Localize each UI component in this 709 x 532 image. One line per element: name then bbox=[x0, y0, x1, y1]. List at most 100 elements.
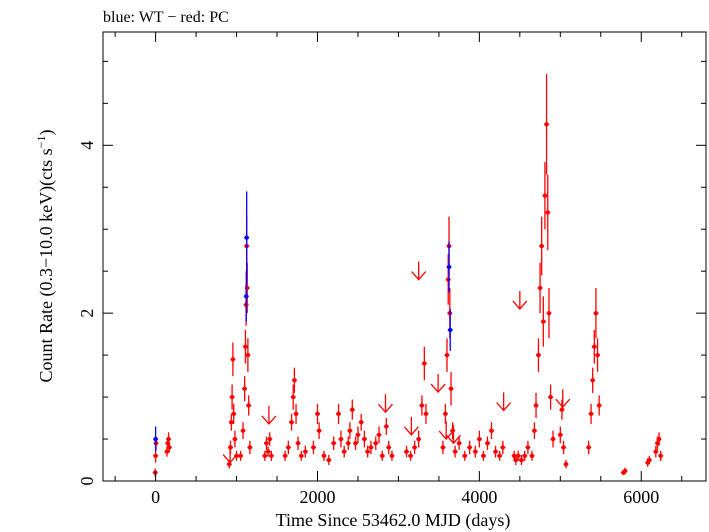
upper-limits bbox=[222, 261, 571, 464]
y-axis-label-sup: −1 bbox=[34, 136, 48, 149]
data-point bbox=[376, 432, 382, 438]
data-point bbox=[477, 436, 482, 442]
data-point bbox=[595, 352, 600, 358]
data-point bbox=[558, 432, 563, 438]
data-point bbox=[244, 294, 249, 299]
data-point bbox=[358, 420, 364, 425]
data-point bbox=[550, 436, 556, 442]
data-point bbox=[231, 411, 236, 417]
data-point bbox=[353, 441, 358, 446]
data-point bbox=[229, 394, 235, 400]
data-point bbox=[303, 449, 308, 454]
data-point bbox=[588, 411, 594, 417]
data-point bbox=[347, 428, 353, 433]
data-point bbox=[265, 449, 271, 454]
y-tick-label: 2 bbox=[77, 309, 97, 318]
data-point bbox=[243, 344, 248, 349]
data-point bbox=[446, 277, 451, 282]
data-point bbox=[489, 428, 494, 433]
data-point bbox=[545, 210, 550, 215]
data-point bbox=[419, 403, 425, 408]
data-point bbox=[473, 449, 478, 454]
data-point bbox=[293, 411, 299, 417]
y-tick-label: 4 bbox=[77, 141, 97, 150]
data-point bbox=[561, 445, 566, 450]
x-tick-label: 0 bbox=[151, 487, 160, 507]
data-point bbox=[658, 453, 663, 459]
data-point bbox=[525, 445, 531, 450]
data-point bbox=[365, 449, 370, 454]
data-point bbox=[485, 441, 490, 446]
data-point bbox=[586, 445, 591, 450]
data-point bbox=[362, 436, 367, 442]
data-point bbox=[238, 453, 243, 459]
upper-limit-arrow bbox=[411, 261, 427, 281]
data-point bbox=[467, 445, 472, 450]
upper-limit-arrow bbox=[377, 394, 393, 414]
data-point bbox=[500, 445, 506, 450]
data-point bbox=[592, 344, 597, 349]
y-axis-label-main: Count Rate (0.3−10.0 keV)(cts s bbox=[36, 148, 57, 382]
data-point bbox=[326, 457, 332, 463]
data-point bbox=[452, 449, 458, 454]
data-point bbox=[653, 449, 659, 454]
data-point bbox=[656, 436, 662, 442]
data-point bbox=[537, 285, 543, 291]
data-point bbox=[153, 453, 158, 459]
data-point bbox=[295, 441, 301, 446]
x-tick-label: 6000 bbox=[623, 487, 659, 507]
data-point bbox=[481, 453, 486, 459]
data-point bbox=[311, 445, 316, 450]
data-point bbox=[232, 436, 238, 442]
data-point bbox=[529, 453, 535, 459]
data-point bbox=[647, 457, 652, 463]
series-wt bbox=[153, 191, 453, 452]
data-point bbox=[519, 457, 524, 463]
data-point bbox=[516, 453, 521, 459]
data-point bbox=[386, 445, 391, 450]
data-point bbox=[342, 449, 347, 454]
data-point bbox=[497, 453, 502, 459]
data-point bbox=[292, 378, 297, 383]
upper-limit-arrow bbox=[403, 416, 419, 436]
y-axis-label-tail: ) bbox=[36, 130, 57, 136]
data-point bbox=[299, 453, 304, 459]
data-point bbox=[269, 453, 274, 459]
data-point bbox=[230, 357, 236, 362]
data-point bbox=[408, 453, 413, 459]
data-point bbox=[315, 411, 320, 417]
upper-limit-arrow bbox=[512, 290, 528, 310]
data-point bbox=[282, 453, 288, 459]
data-point bbox=[167, 445, 172, 450]
data-point bbox=[539, 243, 544, 249]
data-point bbox=[493, 449, 498, 454]
axis-ticks: 0 2000 4000 6000 0 2 4 bbox=[77, 32, 706, 507]
data-point bbox=[563, 462, 569, 467]
data-point bbox=[546, 310, 552, 316]
data-point bbox=[590, 378, 595, 383]
x-tick-label: 2000 bbox=[299, 487, 335, 507]
upper-limit-arrow bbox=[222, 444, 238, 464]
data-point bbox=[316, 428, 322, 433]
data-point bbox=[596, 403, 602, 408]
series-pc bbox=[152, 73, 664, 477]
data-point bbox=[245, 352, 251, 358]
data-point bbox=[536, 352, 541, 358]
data-point bbox=[166, 436, 171, 442]
data-point bbox=[153, 436, 158, 442]
data-point bbox=[542, 193, 548, 198]
data-point bbox=[336, 411, 341, 417]
y-axis-label: Count Rate (0.3−10.0 keV)(cts s−1) bbox=[34, 130, 57, 383]
upper-limit-arrow bbox=[555, 389, 571, 409]
data-point bbox=[331, 441, 336, 446]
data-point bbox=[532, 428, 537, 433]
upper-limit-arrow bbox=[438, 421, 454, 441]
data-point bbox=[462, 453, 467, 459]
data-point bbox=[513, 457, 518, 463]
data-point bbox=[289, 420, 294, 425]
data-point bbox=[262, 453, 268, 459]
data-point bbox=[443, 411, 448, 417]
upper-limit-arrow bbox=[261, 405, 277, 425]
data-point bbox=[291, 394, 296, 400]
